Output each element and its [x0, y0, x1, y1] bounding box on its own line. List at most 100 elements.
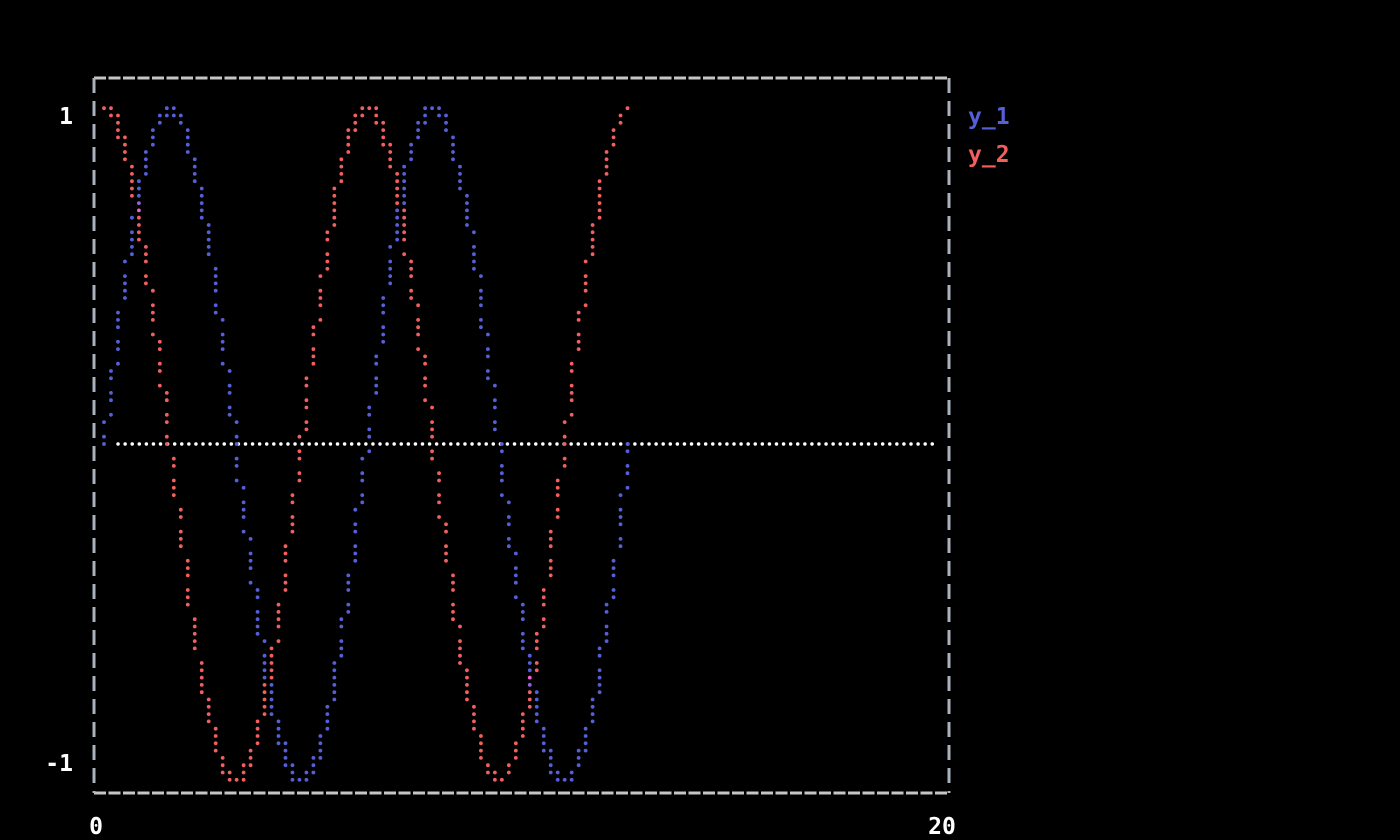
data-point	[527, 683, 532, 687]
data-point	[227, 770, 232, 775]
data-point	[353, 120, 358, 125]
data-point	[185, 595, 190, 600]
data-point	[402, 172, 407, 176]
data-point	[388, 274, 393, 278]
data-point	[206, 704, 211, 709]
data-point	[625, 106, 630, 111]
data-point	[150, 128, 155, 133]
data-point	[548, 748, 553, 753]
data-point	[353, 522, 358, 527]
data-point	[318, 303, 323, 308]
data-point	[276, 726, 281, 731]
data-point	[164, 391, 169, 395]
data-point	[332, 697, 337, 702]
data-point	[409, 259, 414, 264]
data-point	[269, 704, 274, 709]
plot-frame	[92, 76, 951, 795]
data-point	[395, 172, 400, 176]
data-point	[513, 756, 518, 760]
data-point	[527, 704, 532, 709]
data-point	[618, 544, 623, 549]
data-point	[506, 500, 511, 505]
data-point	[374, 383, 379, 388]
data-point	[297, 478, 302, 483]
data-point	[199, 208, 204, 213]
data-point	[262, 690, 267, 695]
data-point	[416, 325, 420, 330]
data-point	[213, 741, 218, 746]
data-point	[416, 347, 420, 351]
data-point	[199, 683, 204, 687]
data-point	[276, 639, 281, 643]
data-point	[381, 332, 386, 337]
data-point	[506, 537, 511, 541]
data-point	[604, 172, 609, 176]
data-point	[388, 266, 393, 271]
data-point	[520, 646, 525, 651]
data-point	[555, 515, 560, 519]
data-point	[318, 748, 323, 753]
data-point	[290, 770, 295, 775]
data-point	[423, 113, 427, 118]
data-point	[130, 186, 134, 191]
data-point	[325, 259, 330, 264]
data-point	[465, 208, 469, 213]
legend: y_1 y_2	[968, 104, 1010, 168]
data-point	[458, 179, 462, 184]
data-point	[102, 420, 106, 424]
data-point	[451, 157, 455, 162]
data-point	[444, 113, 448, 118]
data-point	[465, 690, 469, 695]
data-point	[527, 690, 532, 695]
data-point	[241, 485, 246, 490]
data-point	[576, 339, 581, 344]
data-point	[618, 537, 623, 541]
data-point	[604, 602, 609, 607]
data-point	[458, 646, 462, 651]
data-point	[311, 354, 316, 359]
data-point	[332, 675, 337, 680]
data-point	[590, 223, 595, 227]
data-point	[444, 558, 448, 563]
data-point	[513, 566, 518, 570]
data-point	[437, 106, 441, 111]
data-point	[590, 719, 595, 724]
data-point	[444, 529, 448, 534]
data-point	[458, 661, 462, 665]
x-tick-label-0: 0	[89, 814, 103, 840]
data-point	[185, 602, 190, 607]
data-point	[248, 756, 253, 760]
data-point	[123, 150, 127, 154]
data-point	[472, 719, 476, 724]
data-point	[479, 748, 483, 753]
data-point	[444, 522, 448, 527]
data-point	[506, 763, 511, 768]
data-point	[618, 507, 623, 512]
data-point	[451, 573, 455, 578]
data-point	[178, 529, 183, 534]
data-point	[143, 150, 148, 154]
data-point	[116, 361, 120, 366]
data-point	[185, 135, 190, 140]
data-point	[520, 639, 525, 643]
data-point	[346, 610, 351, 614]
data-point	[534, 661, 539, 665]
data-point	[423, 398, 427, 403]
data-point	[262, 704, 267, 709]
data-point	[311, 325, 316, 330]
data-point	[437, 493, 441, 497]
data-point	[213, 310, 218, 315]
data-point	[430, 456, 434, 461]
data-point	[486, 332, 490, 337]
data-point	[199, 668, 204, 673]
data-point	[499, 478, 504, 483]
data-point	[353, 128, 358, 133]
data-point	[241, 500, 246, 505]
data-point	[192, 164, 197, 169]
data-point	[283, 580, 288, 585]
data-point	[123, 281, 127, 286]
data-point	[555, 770, 560, 775]
data-point	[465, 215, 469, 220]
data-point	[262, 661, 267, 665]
data-point	[171, 464, 176, 468]
